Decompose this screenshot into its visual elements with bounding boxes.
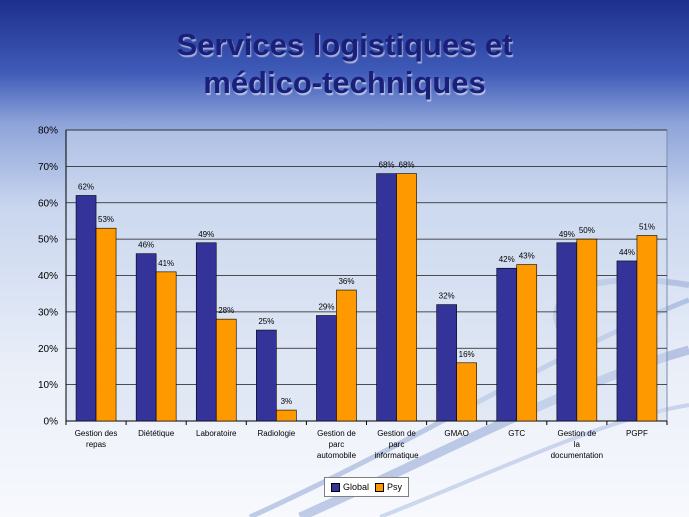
- legend-swatch-psy: [375, 482, 385, 492]
- bar-psy: [215, 318, 237, 422]
- bar-global: [195, 242, 217, 422]
- bar-psy: [576, 238, 598, 422]
- bar-psy: [336, 289, 357, 422]
- y-tick-label: 40%: [38, 271, 58, 282]
- bar-global: [616, 260, 638, 422]
- data-label: 62%: [78, 182, 94, 191]
- data-label: 32%: [439, 292, 455, 301]
- bar-global: [436, 304, 457, 422]
- data-label: 3%: [281, 397, 293, 406]
- bar-global: [556, 242, 578, 422]
- legend-label-global: Global: [343, 482, 370, 492]
- bar-global: [496, 267, 518, 422]
- data-label: 29%: [318, 303, 334, 312]
- data-label: 36%: [338, 277, 354, 286]
- category-label: GTC: [508, 429, 525, 438]
- category-label: Gestion de parc automobile: [317, 429, 357, 460]
- chart-legend: Global Psy: [324, 477, 410, 497]
- data-label: 49%: [559, 230, 575, 239]
- data-label: 53%: [98, 215, 114, 224]
- legend-item-global: Global: [331, 482, 369, 492]
- data-label: 42%: [499, 255, 515, 264]
- bar-global: [75, 195, 97, 422]
- category-label: Laboratoire: [196, 429, 237, 438]
- y-tick-label: 80%: [38, 126, 58, 137]
- y-tick-label: 70%: [38, 162, 58, 173]
- data-label: 68%: [399, 161, 415, 170]
- y-tick-label: 0%: [44, 417, 59, 428]
- slide-title-line-1: Services logistiques et: [176, 27, 513, 62]
- y-tick-label: 20%: [38, 344, 58, 355]
- legend-item-psy: Psy: [375, 482, 402, 492]
- slide-title-line-2: médico-techniques: [203, 65, 486, 100]
- data-label: 68%: [379, 161, 395, 170]
- bar-global: [316, 315, 337, 422]
- data-label: 28%: [218, 306, 234, 315]
- data-label: 44%: [619, 248, 635, 257]
- y-tick-label: 30%: [38, 307, 58, 318]
- bar-psy: [396, 173, 417, 422]
- y-tick-label: 50%: [38, 235, 58, 246]
- category-label: Diététique: [138, 429, 175, 438]
- bar-psy: [456, 362, 477, 422]
- category-label: PGPF: [626, 429, 648, 438]
- y-tick-label: 10%: [38, 380, 58, 391]
- bar-global: [256, 329, 277, 422]
- data-label: 46%: [138, 241, 154, 250]
- category-label: Radiologie: [257, 429, 295, 438]
- data-label: 51%: [639, 222, 655, 231]
- category-label: Gestion de parc informatique: [375, 429, 420, 460]
- bar-psy: [95, 227, 117, 422]
- legend-label-psy: Psy: [387, 482, 403, 492]
- bar-psy: [636, 235, 658, 422]
- category-label: Gestion des repas: [75, 429, 118, 449]
- bar-psy: [155, 271, 177, 422]
- legend-swatch-global: [331, 482, 340, 492]
- data-label: 43%: [519, 252, 535, 261]
- data-label: 41%: [158, 259, 174, 268]
- category-label: Gestion de la documentation: [551, 429, 603, 460]
- slide-title: Services logistiques et médico-technique…: [0, 26, 689, 102]
- bar-psy: [276, 409, 297, 422]
- y-tick-label: 60%: [38, 198, 58, 209]
- bar-psy: [516, 264, 538, 422]
- bar-global: [135, 253, 157, 422]
- data-label: 50%: [579, 226, 595, 235]
- bar-global: [376, 173, 397, 422]
- data-label: 16%: [459, 350, 475, 359]
- data-label: 25%: [258, 317, 274, 326]
- data-label: 49%: [198, 230, 214, 239]
- category-label: GMAO: [444, 429, 468, 438]
